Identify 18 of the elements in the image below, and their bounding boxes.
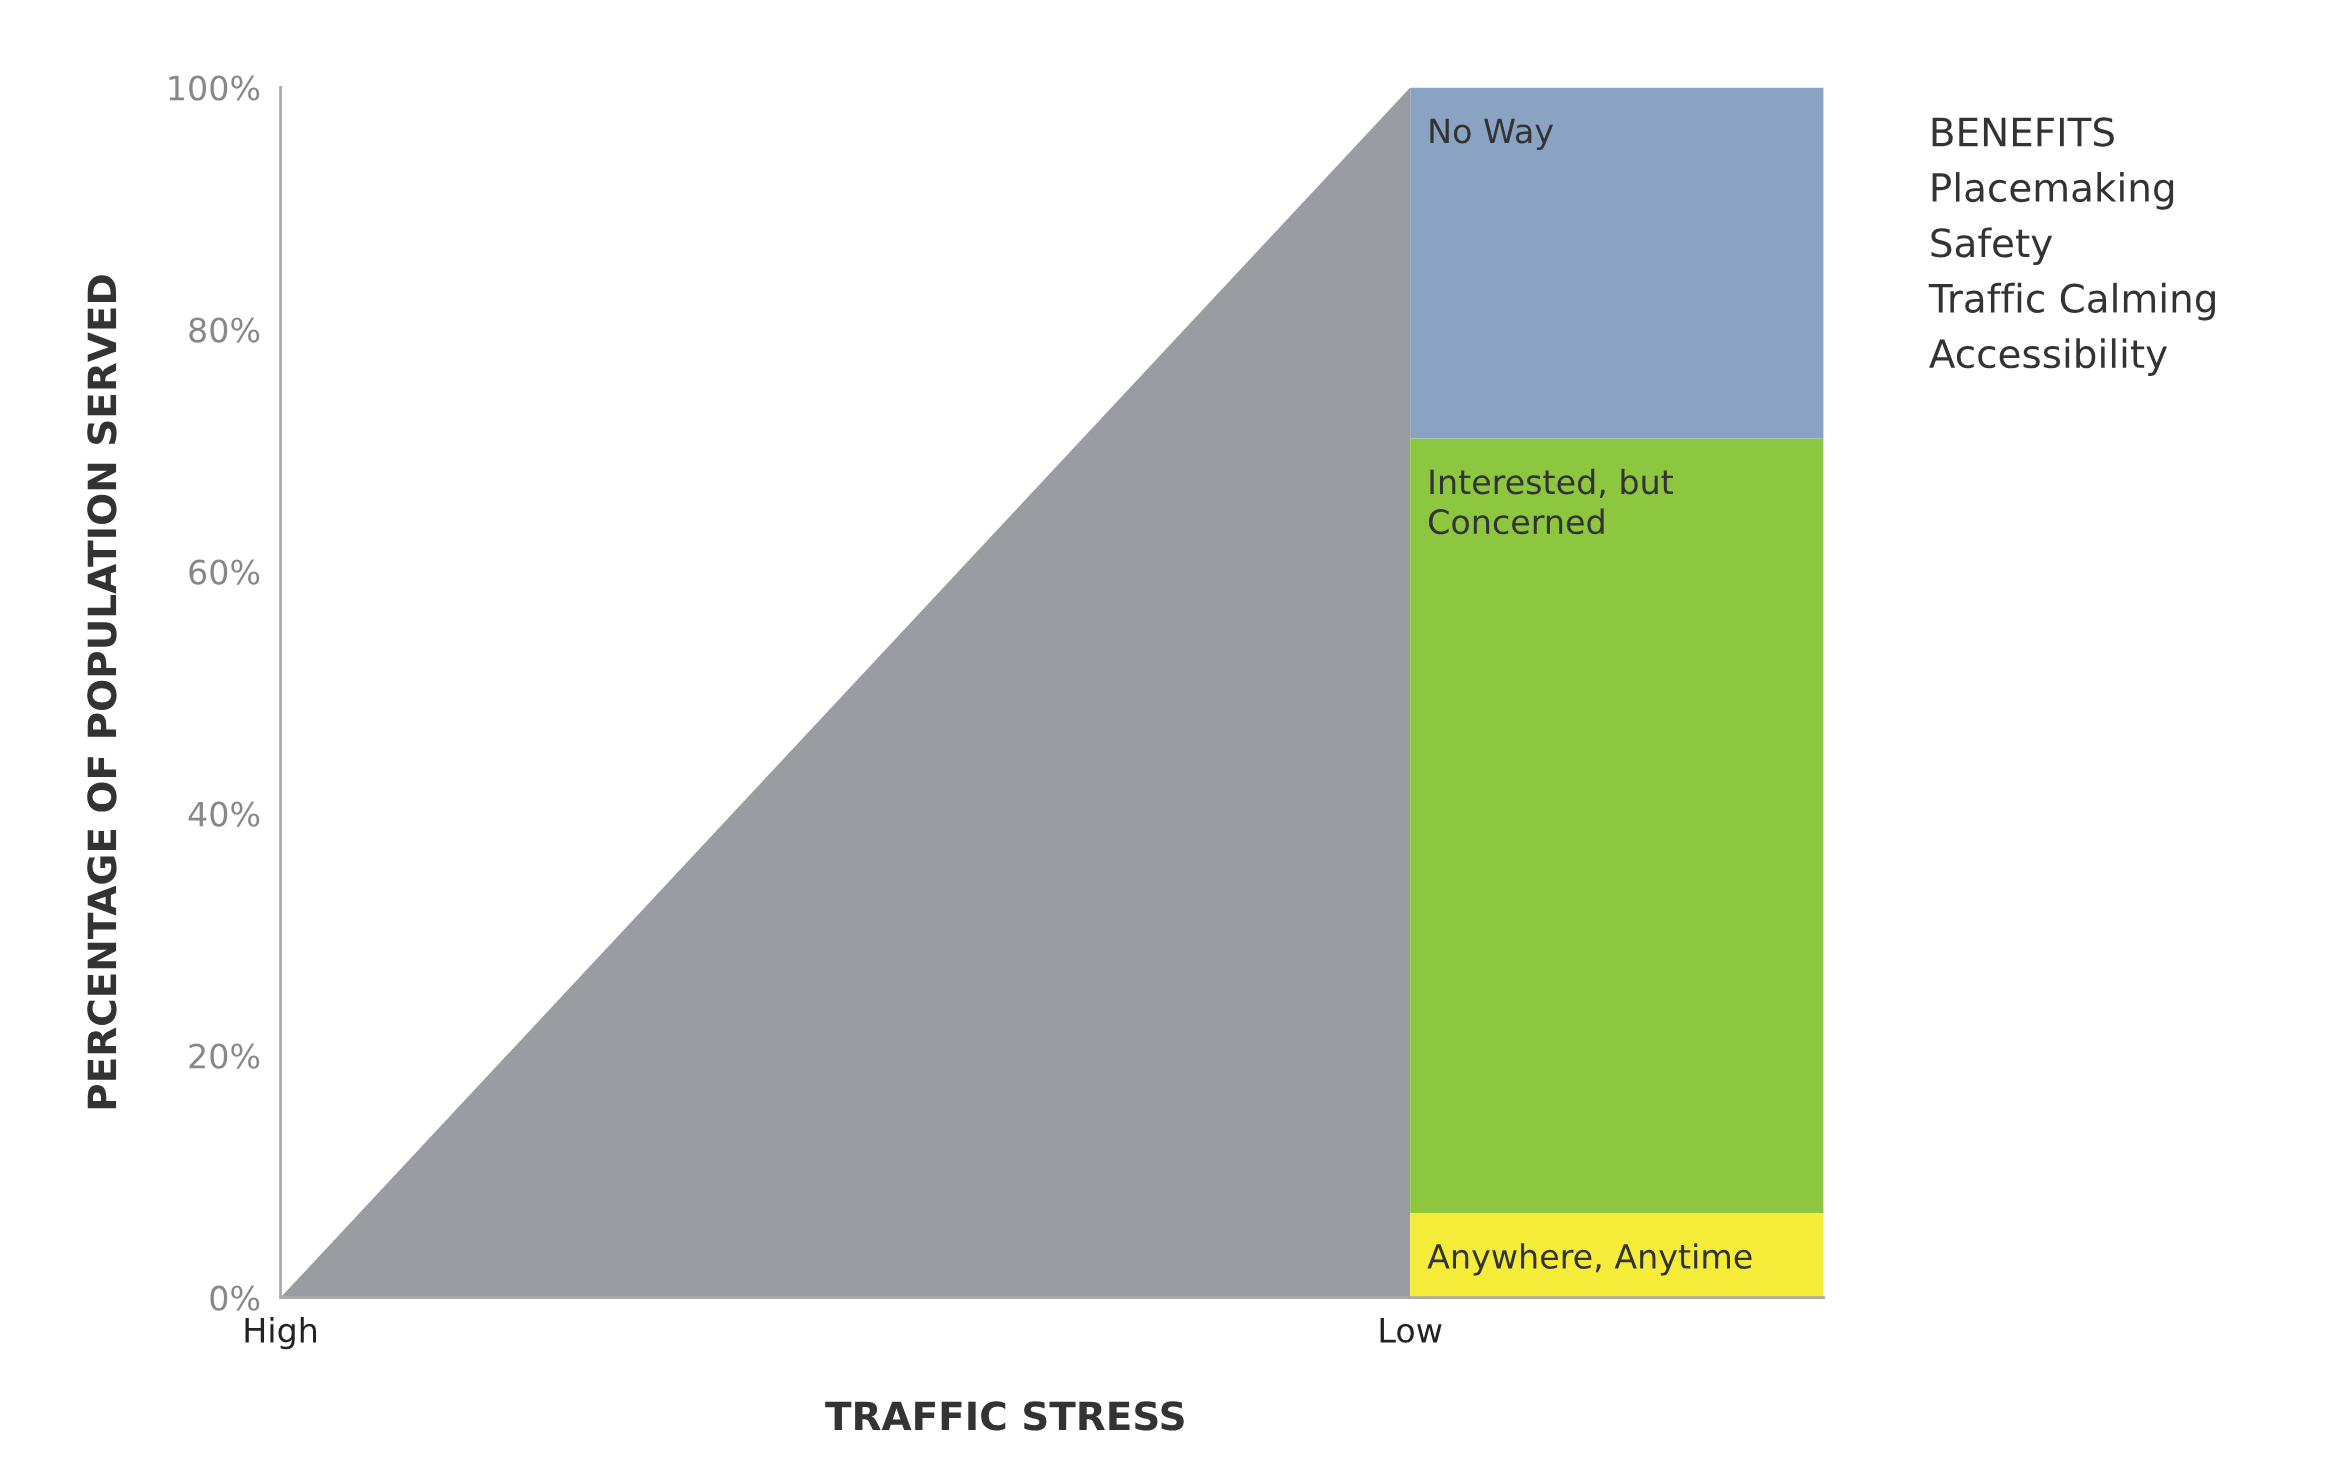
y-tick-label: 0% bbox=[210, 1285, 260, 1311]
text: Safety bbox=[1931, 227, 2053, 266]
y-tick-label: 40% bbox=[188, 801, 260, 827]
text: Traffic Calming bbox=[1928, 282, 2215, 321]
series-label: No Way bbox=[1430, 118, 1554, 150]
x-tick-label: High bbox=[245, 1317, 317, 1350]
x-tick-label: Low bbox=[1380, 1318, 1442, 1343]
y-tick-label: 60% bbox=[189, 559, 260, 585]
y-axis-title: PERCENTAGE OF POPULATION SERVED bbox=[87, 275, 117, 1109]
y-tick-label: 20% bbox=[189, 1043, 260, 1069]
series-label: Anywhere, Anytime bbox=[1427, 1243, 1752, 1276]
y-tick-label: 100% bbox=[169, 75, 260, 101]
text: Accessibility bbox=[1929, 338, 2167, 376]
x-axis-title: TRAFFIC STRESS bbox=[825, 1401, 1184, 1431]
text: BENEFITS bbox=[1932, 117, 2114, 147]
y-tick-label: 80% bbox=[189, 317, 260, 343]
series-label: Interested, but Concerned bbox=[1429, 468, 1673, 535]
text: Placemaking bbox=[1932, 172, 2174, 210]
